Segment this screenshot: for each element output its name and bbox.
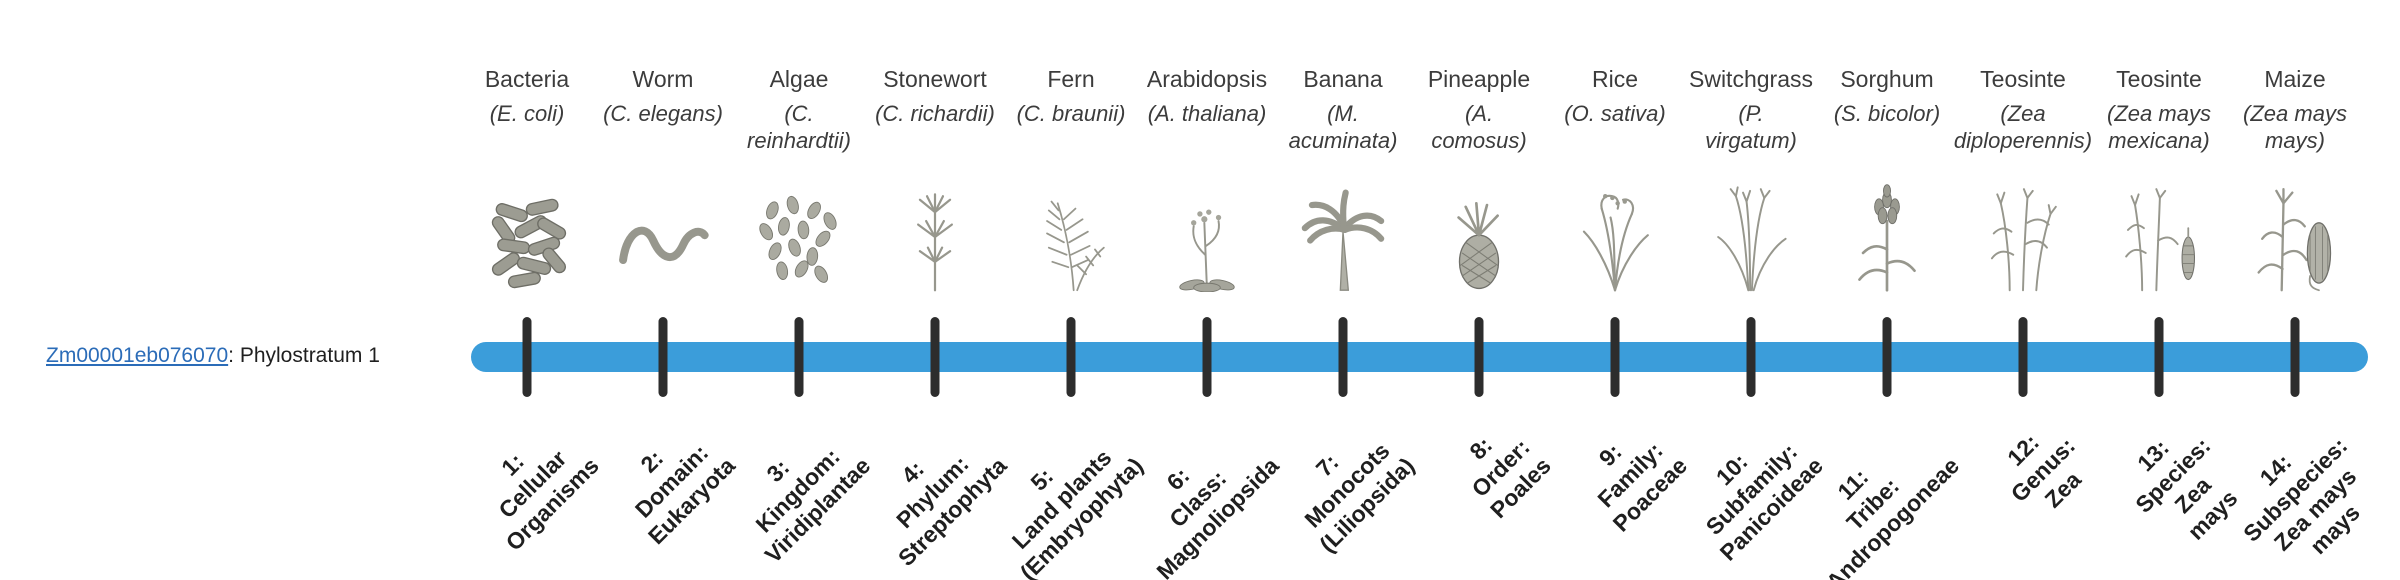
arabidopsis-icon	[1149, 168, 1265, 292]
organism-scientific-name: (C. richardii)	[875, 101, 995, 126]
organism-scientific-name: (Zea mays mexicana)	[2107, 101, 2211, 153]
timeline-tick	[930, 317, 940, 397]
stratum-label: 2: Domain: Eukaryota	[629, 439, 740, 550]
timeline-tick	[1066, 317, 1076, 397]
column-teosinte-diploperennis: Teosinte (Zea diploperennis)	[1954, 0, 2092, 580]
banana-icon	[1285, 168, 1401, 292]
organism-name: Banana	[1303, 66, 1383, 92]
sorghum-icon	[1829, 168, 1945, 292]
organism-scientific-name: (Zea mays mays)	[2243, 101, 2347, 153]
column-worm: Worm (C. elegans) 2: Domain: Eukaryota	[595, 0, 740, 580]
column-pineapple: Pineapple (A. comosus) 8: Order: Poales	[1411, 0, 1556, 580]
organism-scientific-name: (P. virgatum)	[1705, 101, 1797, 153]
organism-name: Fern	[1047, 66, 1095, 92]
algae-icon	[741, 168, 857, 292]
organism-name: Pineapple	[1427, 66, 1531, 92]
teosinte-diploperennis-icon	[1965, 168, 2081, 292]
column-sorghum: Sorghum (S. bicolor)	[1819, 0, 1964, 580]
stratum-label: 4: Phylum: Streptophyta	[891, 450, 1012, 572]
column-switchgrass: Switchgrass (P. virgatum) 10: Subfamily:…	[1683, 0, 1828, 580]
pineapple-icon	[1421, 168, 1537, 292]
organism-scientific-name: (E. coli)	[489, 101, 565, 126]
gene-id-link[interactable]: Zm00001eb076070	[46, 344, 229, 367]
stratum-label: 7: Monocots (Liliopsida)	[1299, 437, 1420, 558]
organism-name: Algae	[769, 66, 829, 92]
organism-name: Switchgrass	[1689, 66, 1813, 92]
teosinte-mexicana-icon	[2101, 168, 2217, 292]
rice-icon	[1557, 168, 1673, 292]
organism-scientific-name: (C. elegans)	[603, 101, 723, 126]
organism-name: Maize	[2264, 66, 2326, 92]
organism-name: Teosinte	[1980, 66, 2066, 92]
stratum-label: 8: Order: Poales	[1464, 431, 1556, 524]
column-rice: Rice (O. sativa)	[1547, 0, 1691, 580]
timeline-tick	[2018, 317, 2028, 397]
column-algae: Algae (C. reinhardtii)	[731, 0, 876, 580]
organism-name: Sorghum	[1840, 66, 1934, 92]
column-bacteria: Bacteria (E. coli)	[459, 0, 604, 580]
timeline-tick	[1610, 317, 1620, 397]
column-stonewort: Stonewort (C. richardii) 4: Phylum: Stre…	[867, 0, 1012, 580]
organism-scientific-name: (S. bicolor)	[1833, 101, 1941, 126]
stratum-label: 1: Cellular Organisms	[493, 445, 604, 556]
organism-scientific-name: (A. comosus)	[1431, 101, 1527, 153]
organism-name: Worm	[632, 66, 694, 92]
organism-name: Teosinte	[2116, 66, 2202, 92]
timeline-tick	[1202, 317, 1212, 397]
timeline-tick	[1338, 317, 1348, 397]
organism-scientific-name: (M. acuminata)	[1288, 101, 1398, 153]
stonewort-icon	[877, 168, 993, 292]
organism-columns: Bacteria (E. coli)	[459, 0, 2365, 580]
maize-icon	[2237, 168, 2353, 292]
timeline-tick	[2290, 317, 2300, 397]
organism-scientific-name: (A. thaliana)	[1147, 101, 1267, 126]
column-maize: Maize (Zea mays mays)	[2227, 0, 2365, 580]
column-arabidopsis: Arabidopsis (A. thaliana)	[1139, 0, 1284, 580]
organism-scientific-name: (C. braunii)	[1016, 101, 1126, 126]
timeline-tick	[794, 317, 804, 397]
stratum-label: 3: Kingdom: Viridiplantae	[750, 443, 876, 569]
column-banana: Banana (M. acuminata) 7: Monocots (Lil	[1275, 0, 1420, 580]
phylostratum-suffix: : Phylostratum 1	[228, 344, 380, 367]
stratum-label: 12: Genus: Zea	[2001, 428, 2086, 513]
organism-name: Bacteria	[484, 66, 570, 92]
timeline-tick	[1882, 317, 1892, 397]
timeline-tick	[1746, 317, 1756, 397]
timeline-tick	[1474, 317, 1484, 397]
column-fern: Fern (C. braunii) 5: Land plants (Embryo…	[1003, 0, 1148, 580]
organism-scientific-name: (Zea diploperennis)	[1953, 101, 2093, 153]
timeline-tick	[2154, 317, 2164, 397]
organism-scientific-name: (O. sativa)	[1564, 101, 1666, 126]
organism-name: Stonewort	[883, 66, 987, 92]
phylostratum-bar	[471, 342, 2368, 372]
bacteria-icon	[469, 168, 585, 292]
gene-label: Zm00001eb076070: Phylostratum 1	[46, 344, 380, 368]
fern-icon	[1013, 168, 1129, 292]
organism-name: Rice	[1591, 66, 1638, 92]
timeline-tick	[522, 317, 532, 397]
stratum-label: 9: Family: Poaceae	[1592, 437, 1692, 537]
organism-name: Arabidopsis	[1146, 66, 1268, 92]
worm-icon	[605, 168, 721, 292]
column-teosinte-mexicana: Teosinte (Zea mays mexicana)	[2091, 0, 2243, 580]
timeline-tick	[658, 317, 668, 397]
switchgrass-icon	[1693, 168, 1809, 292]
stratum-label: 14: Subspecies: Zea mays mays	[2237, 432, 2365, 560]
organism-scientific-name: (C. reinhardtii)	[747, 101, 851, 153]
